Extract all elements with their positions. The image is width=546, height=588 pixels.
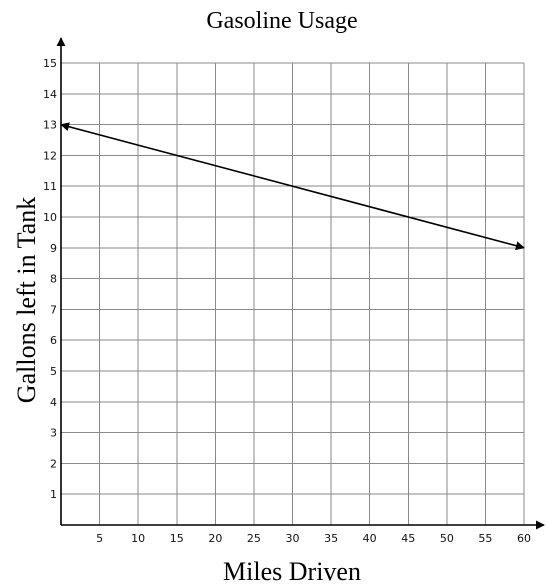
y-tick-label: 12 [43, 149, 57, 162]
y-tick-label: 7 [50, 303, 57, 316]
x-tick-label: 30 [286, 532, 300, 545]
x-tick-label: 5 [96, 532, 103, 545]
y-tick-label: 14 [43, 88, 57, 101]
y-tick-label: 2 [50, 457, 57, 470]
y-tick-label: 8 [50, 273, 57, 286]
y-tick-label: 4 [50, 396, 57, 409]
y-tick-label: 6 [50, 334, 57, 347]
y-tick-label: 9 [50, 242, 57, 255]
x-tick-label: 45 [401, 532, 415, 545]
y-tick-label: 13 [43, 119, 57, 132]
x-tick-labels: 5 10 15 20 25 30 35 40 45 50 55 60 [96, 532, 531, 545]
x-tick-label: 60 [517, 532, 531, 545]
x-tick-label: 55 [478, 532, 492, 545]
x-tick-label: 40 [363, 532, 377, 545]
x-tick-label: 25 [247, 532, 261, 545]
x-tick-label: 15 [170, 532, 184, 545]
x-tick-label: 50 [440, 532, 454, 545]
y-tick-label: 11 [43, 180, 57, 193]
chart-title: Gasoline Usage [206, 8, 357, 34]
x-tick-label: 10 [131, 532, 145, 545]
y-tick-label: 10 [43, 211, 57, 224]
data-line [60, 122, 525, 251]
axes [56, 37, 545, 530]
grid [61, 62, 525, 525]
y-tick-label: 5 [50, 365, 57, 378]
x-tick-label: 20 [208, 532, 222, 545]
y-axis-label: Gallons left in Tank [12, 197, 41, 403]
y-tick-label: 15 [43, 57, 57, 70]
x-tick-label: 35 [324, 532, 338, 545]
series-group [60, 122, 525, 251]
x-axis-label: Miles Driven [223, 557, 361, 586]
y-tick-label: 1 [50, 488, 57, 501]
y-tick-label: 3 [50, 427, 57, 440]
